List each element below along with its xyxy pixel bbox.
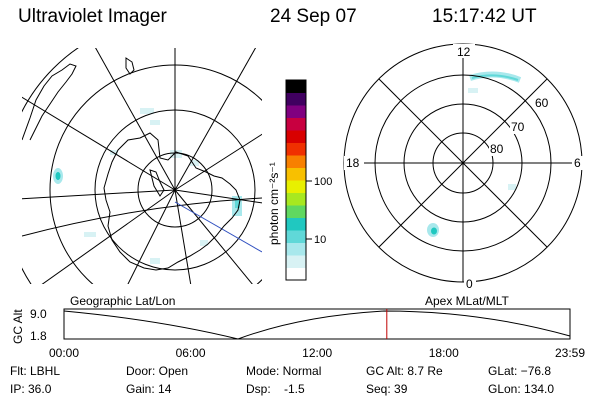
colorbar-swatch xyxy=(286,205,306,218)
colorbar: 100 10 photon cm⁻²s⁻¹ xyxy=(267,79,332,281)
mode-status: Mode: Normal xyxy=(246,364,322,378)
meridian-lines xyxy=(22,48,262,284)
footer-status: Flt: LBHL IP: 36.0 Door: Open Gain: 14 M… xyxy=(0,360,600,400)
timeline-ylabel: GC Alt xyxy=(11,309,25,344)
colorbar-swatch xyxy=(286,105,306,118)
gc-alt-status: GC Alt: 8.7 Re xyxy=(366,364,443,378)
polar-mlt-lines xyxy=(344,44,582,282)
geographic-map-panel xyxy=(22,48,262,284)
colorbar-tick-label: 10 xyxy=(314,234,326,246)
colorbar-swatch xyxy=(286,192,306,206)
mlt-label-dusk: 18 xyxy=(346,156,360,170)
colorbar-unit-label: photon cm⁻²s⁻¹ xyxy=(267,162,281,245)
timeline-xtick-label: 06:00 xyxy=(176,346,206,360)
colorbar-swatch xyxy=(286,155,306,168)
observation-time: 15:17:42 UT xyxy=(432,6,537,27)
colorbar-ticks: 100 10 xyxy=(306,176,332,246)
colorbar-swatch xyxy=(286,167,306,181)
instrument-title: Ultraviolet Imager xyxy=(18,6,167,27)
glat-status: GLat: −76.8 xyxy=(488,364,552,378)
colorbar-swatch xyxy=(286,217,306,231)
polar-uv-emission xyxy=(427,71,522,237)
mlat-label-60: 60 xyxy=(535,96,549,110)
timeline-panel: Geographic Lat/Lon Apex MLat/MLT GC Alt … xyxy=(11,294,585,360)
gain-status: Gain: 14 xyxy=(126,382,172,396)
mlat-label-70: 70 xyxy=(511,120,525,134)
satellite-track-line xyxy=(174,201,262,253)
colorbar-swatch xyxy=(286,255,306,268)
colorbar-gradient xyxy=(286,80,306,281)
header: Ultraviolet Imager 24 Sep 07 15:17:42 UT xyxy=(0,4,600,32)
south-america-coastline xyxy=(22,63,77,141)
polar-mlt-panel: 12 18 6 0 60 70 80 xyxy=(343,43,584,291)
observation-date: 24 Sep 07 xyxy=(270,6,357,27)
ytick-low: 1.8 xyxy=(30,329,47,343)
terminator-line xyxy=(22,197,262,237)
colorbar-swatch xyxy=(286,92,306,106)
antarctica-coastline xyxy=(103,132,241,271)
colorbar-swatch xyxy=(286,117,306,131)
colorbar-swatch xyxy=(286,80,306,93)
glon-status: GLon: 134.0 xyxy=(488,382,555,396)
mlt-label-midnight: 0 xyxy=(466,277,473,291)
altitude-curve xyxy=(63,310,571,340)
coastline-fragment xyxy=(125,57,135,75)
filter-status: Flt: LBHL xyxy=(10,364,61,378)
timeline-xticks: 00:00 06:00 12:00 18:00 23:59 xyxy=(49,346,585,360)
colorbar-swatch xyxy=(286,142,306,156)
colorbar-tick-label: 100 xyxy=(314,176,332,188)
uv-emission-spot-left xyxy=(53,168,63,184)
door-status: Door: Open xyxy=(126,364,189,378)
timeline-xtick-label: 23:59 xyxy=(555,346,585,360)
dsp-status: Dsp: -1.5 xyxy=(246,382,305,396)
mlat-label-80: 80 xyxy=(490,142,504,156)
timeline-xtick-label: 12:00 xyxy=(302,346,332,360)
colorbar-swatch xyxy=(286,180,306,193)
ytick-high: 9.0 xyxy=(30,307,47,321)
seq-status: Seq: 39 xyxy=(366,382,408,396)
apex-panel-title: Apex MLat/MLT xyxy=(425,294,509,308)
mlt-label-noon: 12 xyxy=(457,45,471,59)
colorbar-swatch xyxy=(286,267,306,281)
uv-emission-speckles xyxy=(84,108,242,264)
timeline-frame xyxy=(63,308,571,340)
timeline-xtick-label: 00:00 xyxy=(49,346,79,360)
geographic-panel-title: Geographic Lat/Lon xyxy=(70,294,175,308)
colorbar-swatch xyxy=(286,230,306,243)
colorbar-swatch xyxy=(286,130,306,143)
coastline-fragment xyxy=(149,169,165,197)
mlt-label-dawn: 6 xyxy=(574,156,581,170)
ip-status: IP: 36.0 xyxy=(10,382,52,396)
colorbar-swatch xyxy=(286,242,306,256)
timeline-xtick-label: 18:00 xyxy=(429,346,459,360)
